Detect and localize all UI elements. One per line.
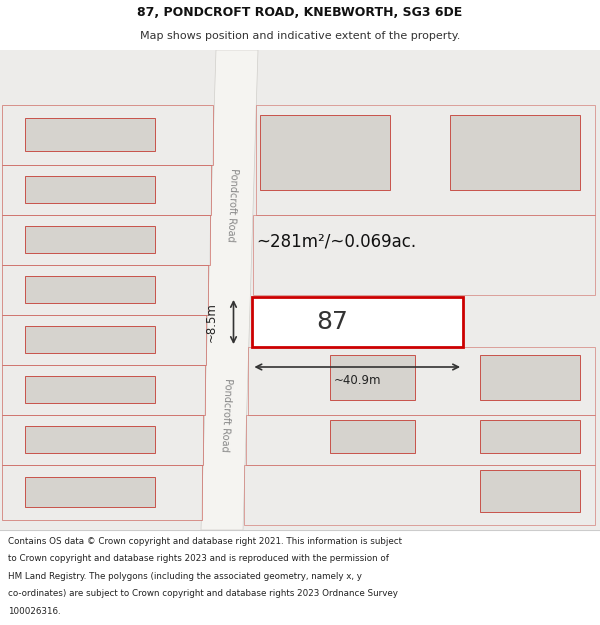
Text: Pondcroft Road: Pondcroft Road — [225, 168, 239, 242]
Text: 87, PONDCROFT ROAD, KNEBWORTH, SG3 6DE: 87, PONDCROFT ROAD, KNEBWORTH, SG3 6DE — [137, 6, 463, 19]
Bar — [2, 265, 208, 315]
Bar — [2, 105, 213, 165]
Text: HM Land Registry. The polygons (including the associated geometry, namely x, y: HM Land Registry. The polygons (includin… — [8, 572, 362, 581]
Bar — [2, 365, 205, 415]
Text: ~281m²/~0.069ac.: ~281m²/~0.069ac. — [257, 233, 416, 251]
Bar — [25, 276, 155, 303]
Text: ~40.9m: ~40.9m — [334, 374, 381, 386]
Bar — [244, 465, 595, 525]
Bar — [25, 426, 155, 453]
Bar — [480, 470, 580, 512]
Bar — [246, 415, 595, 465]
Bar — [2, 315, 206, 365]
Bar — [251, 297, 463, 347]
Text: ~8.5m: ~8.5m — [205, 302, 218, 342]
Bar — [25, 226, 155, 253]
Text: 87: 87 — [316, 310, 348, 334]
Bar — [2, 415, 203, 465]
Bar — [25, 376, 155, 403]
Bar — [2, 165, 211, 215]
Bar — [253, 215, 595, 295]
Text: 100026316.: 100026316. — [8, 607, 61, 616]
Bar — [25, 118, 155, 151]
Bar — [256, 105, 595, 215]
Bar — [480, 420, 580, 453]
Text: Pondcroft Road: Pondcroft Road — [219, 378, 233, 452]
Text: to Crown copyright and database rights 2023 and is reproduced with the permissio: to Crown copyright and database rights 2… — [8, 554, 389, 563]
Polygon shape — [201, 50, 258, 530]
Text: co-ordinates) are subject to Crown copyright and database rights 2023 Ordnance S: co-ordinates) are subject to Crown copyr… — [8, 589, 398, 598]
Bar — [25, 477, 155, 507]
Text: Contains OS data © Crown copyright and database right 2021. This information is : Contains OS data © Crown copyright and d… — [8, 537, 402, 546]
Bar — [2, 465, 202, 520]
Bar — [25, 326, 155, 353]
Text: Map shows position and indicative extent of the property.: Map shows position and indicative extent… — [140, 31, 460, 41]
Bar — [480, 355, 580, 400]
Bar — [330, 420, 415, 453]
Bar — [248, 347, 595, 415]
Bar — [450, 115, 580, 190]
Bar — [25, 176, 155, 203]
Bar — [2, 215, 210, 265]
Bar — [260, 115, 390, 190]
Bar — [330, 355, 415, 400]
